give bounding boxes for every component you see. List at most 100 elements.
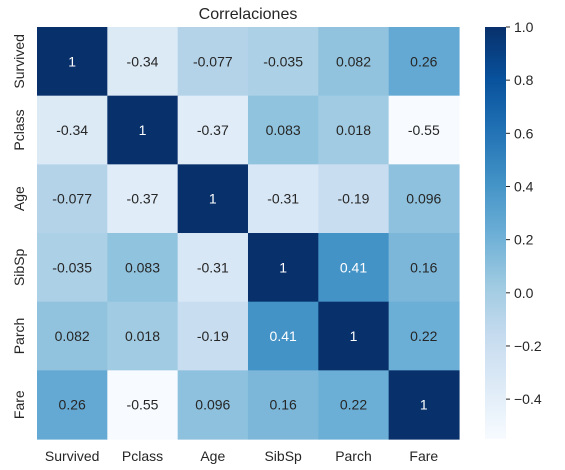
cell-value-label: -0.077 (193, 53, 233, 69)
heatmap-cell (37, 233, 108, 303)
cell-value-label: -0.37 (197, 122, 229, 138)
colorbar-tick-label: 0.2 (514, 232, 534, 248)
heatmap-cell (318, 95, 390, 165)
cell-value-label: 0.22 (410, 328, 437, 344)
cell-value-label: 1 (209, 191, 217, 207)
heatmap-cell (37, 370, 108, 440)
cell-value-label: 0.018 (336, 122, 371, 138)
heatmap-cell (37, 164, 108, 234)
x-tick-label: Parch (335, 448, 372, 464)
heatmap-cell (318, 233, 390, 303)
y-tick-label: Age (11, 186, 27, 211)
cell-value-label: 0.26 (59, 397, 86, 413)
colorbar-tick-label: −0.2 (514, 338, 542, 354)
cell-value-label: 1 (68, 53, 76, 69)
colorbar (485, 27, 506, 439)
cell-value-label: 0.083 (125, 259, 160, 275)
heatmap-cell (318, 301, 390, 371)
y-tick-label: Survived (11, 34, 27, 88)
cell-value-label: -0.19 (197, 328, 229, 344)
colorbar-tick-label: 0.4 (514, 178, 534, 194)
heatmap-cell (177, 233, 249, 303)
cell-value-label: 1 (350, 328, 358, 344)
heatmap-cell (388, 370, 460, 440)
heatmap-cell (318, 370, 390, 440)
heatmap-cell (247, 164, 319, 234)
heatmap-cell (177, 27, 249, 97)
cell-value-label: -0.37 (127, 191, 159, 207)
cell-value-label: 0.082 (336, 53, 371, 69)
cell-value-label: 0.16 (410, 259, 437, 275)
colorbar-tick-label: 0.0 (514, 285, 534, 301)
cell-value-label: 0.096 (406, 191, 441, 207)
cell-value-label: -0.035 (52, 259, 92, 275)
cell-value-label: 1 (420, 397, 428, 413)
heatmap-cell (318, 27, 390, 97)
heatmap-cell (388, 95, 460, 165)
x-tick-label: Age (200, 448, 225, 464)
cell-value-label: -0.34 (56, 122, 88, 138)
colorbar-tick-label: −0.4 (514, 391, 542, 407)
heatmap-cell (107, 27, 179, 97)
cell-value-label: 1 (279, 259, 287, 275)
cell-value-label: 1 (139, 122, 147, 138)
heatmap-cell (247, 95, 319, 165)
colorbar-tick-label: 0.8 (514, 72, 534, 88)
y-axis-tick-labels: Survived Pclass Age SibSp Parch Fare (11, 34, 27, 419)
colorbar-tick-label: 1.0 (514, 19, 534, 35)
heatmap-cell (247, 27, 319, 97)
x-tick-label: Pclass (122, 448, 163, 464)
cell-value-label: 0.018 (125, 328, 160, 344)
y-tick-label: Parch (11, 318, 27, 355)
chart-title: Correlaciones (199, 6, 298, 23)
heatmap-cell (37, 301, 108, 371)
colorbar-tick-label: 0.6 (514, 125, 534, 141)
cell-value-label: -0.55 (408, 122, 440, 138)
heatmap-cell (177, 301, 249, 371)
heatmap-cell (177, 164, 249, 234)
heatmap-cell (388, 164, 460, 234)
heatmap-cell (37, 95, 108, 165)
cell-value-label: -0.31 (267, 191, 299, 207)
heatmap-cell (388, 27, 460, 97)
heatmap-cell (247, 370, 319, 440)
cell-value-label: -0.035 (263, 53, 303, 69)
x-tick-label: SibSp (264, 448, 302, 464)
cell-value-label: 0.096 (195, 397, 230, 413)
cell-value-label: 0.083 (266, 122, 301, 138)
heatmap-cell (107, 301, 179, 371)
heatmap-cell (177, 95, 249, 165)
heatmap-cell (37, 27, 108, 97)
cell-value-label: 0.41 (340, 259, 367, 275)
heatmap-cell (388, 301, 460, 371)
x-tick-label: Survived (45, 448, 99, 464)
cell-value-label: 0.26 (410, 53, 437, 69)
colorbar-ticks: 1.0 0.8 0.6 0.4 0.2 0.0 −0.2 −0.4 (506, 19, 542, 407)
heatmap-cell (107, 370, 179, 440)
x-tick-label: Fare (409, 448, 438, 464)
heatmap-cell (247, 301, 319, 371)
cell-value-label: -0.55 (127, 397, 159, 413)
heatmap-cell (107, 95, 179, 165)
cell-value-label: -0.31 (197, 259, 229, 275)
heatmap-cell (388, 233, 460, 303)
heatmap-cell (247, 233, 319, 303)
cell-annotations: 1 -0.34 -0.077 -0.035 0.082 0.26 -0.34 1 -0.37 0.… (52, 53, 441, 412)
heatmap-cell (177, 370, 249, 440)
cell-value-label: -0.34 (127, 53, 159, 69)
cell-value-label: 0.082 (55, 328, 90, 344)
heatmap-cell (107, 164, 179, 234)
heatmap-cell (107, 233, 179, 303)
x-axis-tick-labels: Survived Pclass Age SibSp Parch Fare (45, 448, 438, 464)
cell-value-label: 0.41 (270, 328, 297, 344)
heatmap-cells (37, 27, 460, 440)
y-tick-label: Pclass (11, 109, 27, 150)
cell-value-label: 0.16 (270, 397, 297, 413)
y-tick-label: Fare (11, 390, 27, 419)
cell-value-label: 0.22 (340, 397, 367, 413)
heatmap-cell (318, 164, 390, 234)
y-tick-label: SibSp (11, 248, 27, 286)
cell-value-label: -0.077 (52, 191, 92, 207)
cell-value-label: -0.19 (338, 191, 370, 207)
